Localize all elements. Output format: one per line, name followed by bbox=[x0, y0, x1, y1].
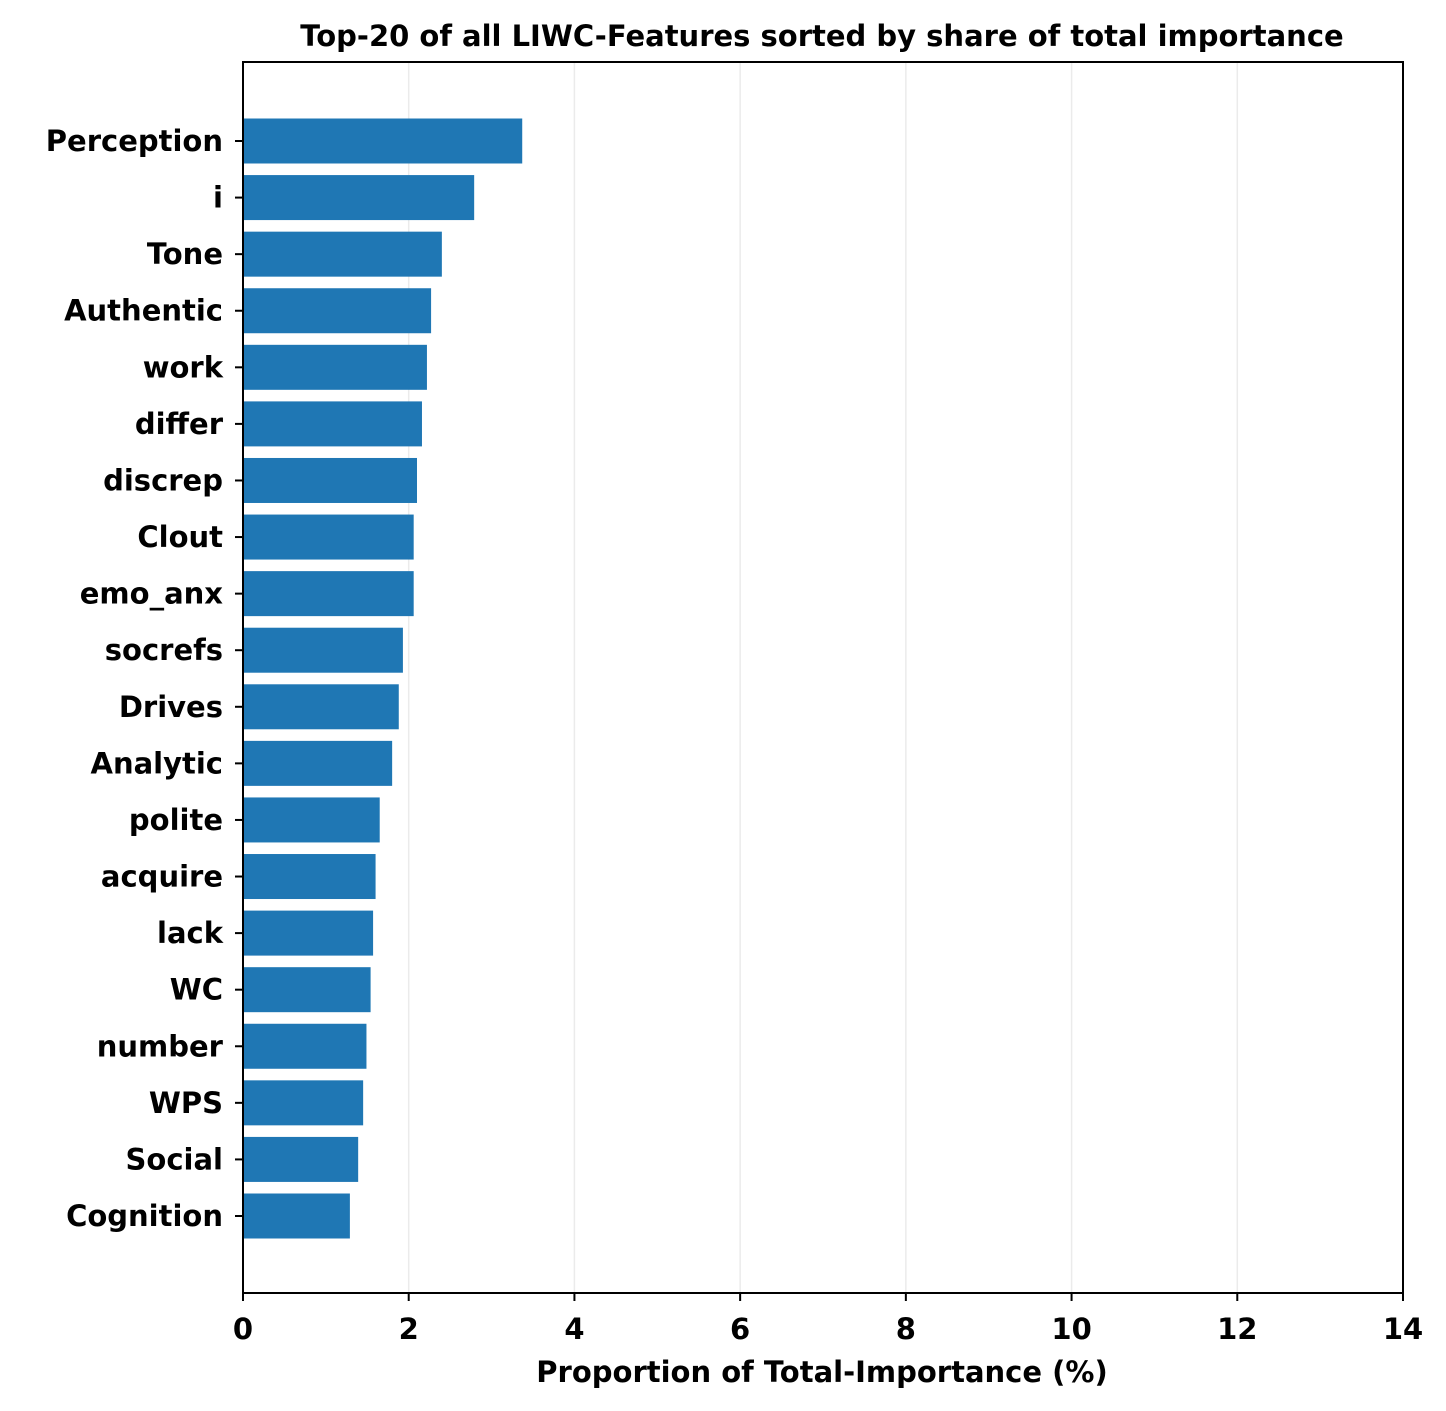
bar-emo_anx bbox=[243, 571, 414, 617]
ytick-label: Analytic bbox=[91, 746, 224, 780]
xtick-label: 14 bbox=[1383, 1312, 1423, 1346]
bar-acquire bbox=[243, 854, 376, 900]
ytick-label: number bbox=[97, 1029, 224, 1063]
ytick-label: Tone bbox=[147, 237, 223, 271]
bar-Clout bbox=[243, 514, 414, 560]
bar-discrep bbox=[243, 457, 417, 503]
bar-WC bbox=[243, 967, 371, 1013]
x-axis-label: Proportion of Total-Importance (%) bbox=[536, 1355, 1107, 1389]
ytick-label: WC bbox=[170, 973, 223, 1007]
ytick-label: Social bbox=[126, 1142, 223, 1176]
xtick-label: 4 bbox=[564, 1312, 584, 1346]
bar-Social bbox=[243, 1136, 359, 1182]
bar-number bbox=[243, 1023, 367, 1069]
ytick-label: acquire bbox=[101, 860, 223, 894]
bar-socrefs bbox=[243, 627, 403, 673]
ytick-label: Cognition bbox=[66, 1199, 223, 1233]
bar-Perception bbox=[243, 118, 523, 164]
bars bbox=[243, 118, 523, 1239]
xtick-label: 8 bbox=[896, 1312, 916, 1346]
bar-Authentic bbox=[243, 288, 432, 334]
xtick-label: 2 bbox=[399, 1312, 419, 1346]
chart-title: Top-20 of all LIWC-Features sorted by sh… bbox=[300, 19, 1343, 53]
bar-Analytic bbox=[243, 740, 393, 786]
x-axis: 0 2 4 6 8 10 12 14 bbox=[233, 1293, 1423, 1346]
bar-i bbox=[243, 175, 475, 221]
gridlines bbox=[407, 62, 1239, 1293]
bar-lack bbox=[243, 910, 374, 956]
xtick-label: 0 bbox=[233, 1312, 253, 1346]
bar-Cognition bbox=[243, 1193, 350, 1239]
ytick-label: i bbox=[213, 181, 223, 215]
bar-work bbox=[243, 344, 427, 390]
bar-differ bbox=[243, 401, 422, 447]
bar-Tone bbox=[243, 231, 442, 277]
ytick-label: lack bbox=[157, 916, 224, 950]
ytick-label: Drives bbox=[119, 690, 223, 724]
bar-polite bbox=[243, 797, 380, 843]
ytick-label: WPS bbox=[149, 1086, 223, 1120]
y-axis: Perception i Tone Authentic work differ discre… bbox=[46, 124, 243, 1233]
ytick-label: polite bbox=[129, 803, 223, 837]
ytick-label: discrep bbox=[103, 463, 223, 497]
xtick-label: 12 bbox=[1217, 1312, 1257, 1346]
plot-frame bbox=[242, 61, 1404, 1294]
ytick-label: Perception bbox=[46, 124, 223, 158]
bar-WPS bbox=[243, 1080, 364, 1126]
ytick-label: socrefs bbox=[105, 633, 223, 667]
ytick-label: emo_anx bbox=[80, 577, 224, 611]
ytick-label: differ bbox=[135, 407, 224, 441]
bar-Drives bbox=[243, 684, 399, 730]
ytick-label: work bbox=[143, 350, 224, 384]
xtick-label: 6 bbox=[730, 1312, 750, 1346]
xtick-label: 10 bbox=[1051, 1312, 1091, 1346]
ytick-label: Authentic bbox=[64, 294, 223, 328]
ytick-label: Clout bbox=[137, 520, 223, 554]
